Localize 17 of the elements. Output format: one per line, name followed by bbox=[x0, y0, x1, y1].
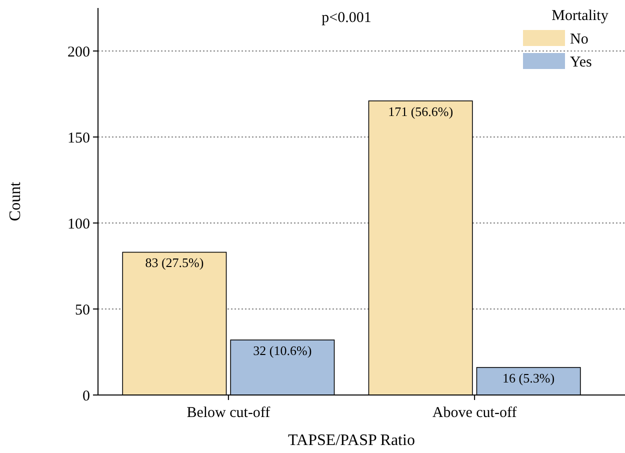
y-tick-label: 100 bbox=[68, 216, 90, 232]
data-label: 83 (27.5%) bbox=[145, 255, 204, 270]
y-axis-title: Count bbox=[7, 181, 24, 222]
legend-title: Mortality bbox=[552, 8, 609, 24]
data-label: 171 (56.6%) bbox=[388, 104, 454, 119]
y-tick-label: 150 bbox=[68, 130, 90, 146]
y-tick-label: 200 bbox=[68, 44, 90, 60]
legend-label: Yes bbox=[570, 54, 592, 70]
legend-label: No bbox=[570, 31, 588, 48]
annotation: p<0.001 bbox=[322, 10, 372, 26]
y-tick-label: 50 bbox=[75, 302, 90, 318]
x-tick-label: Above cut-off bbox=[432, 405, 517, 421]
data-label: 32 (10.6%) bbox=[253, 342, 312, 358]
data-label: 16 (5.3%) bbox=[502, 370, 555, 386]
y-tick-label: 0 bbox=[82, 388, 90, 404]
x-axis-title: TAPSE/PASP Ratio bbox=[288, 432, 415, 449]
x-tick-label: Below cut-off bbox=[186, 405, 270, 421]
